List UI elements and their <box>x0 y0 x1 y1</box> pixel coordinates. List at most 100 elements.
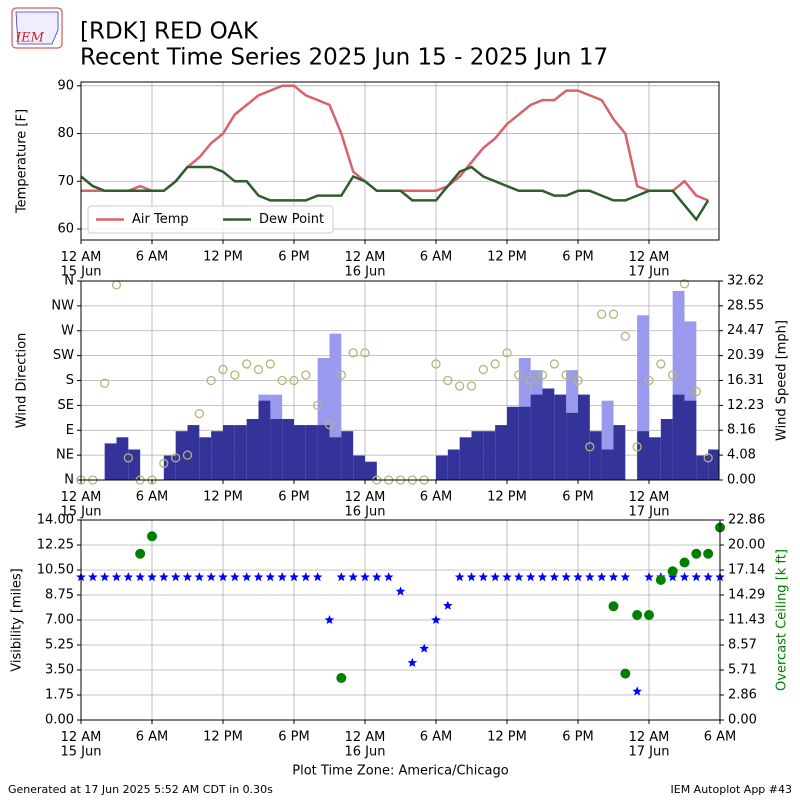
y-tick-label: NE <box>56 448 74 463</box>
point <box>194 572 205 582</box>
bar <box>708 449 719 480</box>
point <box>679 557 690 568</box>
bar <box>270 418 283 480</box>
point <box>443 600 453 610</box>
point <box>644 375 654 386</box>
bar <box>305 425 318 480</box>
bar <box>293 425 306 480</box>
y-tick-label: 1.75 <box>45 688 74 703</box>
x-tick-label: 6 AM <box>136 730 169 745</box>
point <box>561 370 571 380</box>
logo-text: IEM <box>15 31 45 46</box>
point <box>360 348 370 358</box>
x-tick-label: 6 AM <box>420 490 453 505</box>
bar <box>542 388 555 480</box>
point <box>703 453 713 463</box>
y2-tick-label: 8.16 <box>727 423 756 438</box>
point <box>419 643 429 653</box>
point <box>336 673 347 684</box>
x-tick-label: 6 PM <box>278 730 309 745</box>
bar <box>660 418 673 480</box>
bar <box>163 455 176 480</box>
y-tick-label: 70 <box>57 174 74 189</box>
bar <box>471 431 484 480</box>
y2-tick-label: 2.86 <box>728 687 757 702</box>
bar <box>601 449 614 480</box>
bar <box>211 431 223 480</box>
bar <box>353 455 365 480</box>
bar <box>506 406 519 480</box>
point <box>537 572 548 582</box>
x-tick-label: 12 PM <box>203 250 243 265</box>
logo-map <box>15 11 59 45</box>
bar <box>637 315 649 480</box>
y2-tick-label: 32.62 <box>727 274 764 289</box>
point <box>372 572 382 582</box>
point <box>608 601 619 612</box>
y-tick-label: 10.50 <box>37 563 74 578</box>
point <box>313 400 323 411</box>
x-tick-label: 6 AM <box>704 730 737 745</box>
x-axis-label: Plot Time Zone: America/Chicago <box>292 764 508 779</box>
point <box>703 572 713 582</box>
point <box>608 572 619 582</box>
point <box>241 572 252 582</box>
y-tick-label: 14.00 <box>37 513 74 528</box>
bar <box>554 394 567 480</box>
point <box>100 378 110 388</box>
point <box>585 572 595 582</box>
bar <box>566 412 578 480</box>
x-tick-label: 6 PM <box>278 490 309 505</box>
point <box>218 364 228 375</box>
point <box>182 450 193 460</box>
x-tick-label: 12 AM 17 Jun <box>628 490 669 519</box>
point <box>478 364 488 375</box>
point <box>312 572 323 582</box>
point <box>206 572 216 582</box>
bar <box>282 418 294 480</box>
y2-axis-label: Overcast Ceiling [k ft] <box>775 549 790 691</box>
y-tick-label: 3.50 <box>45 663 74 678</box>
point <box>502 348 512 358</box>
y2-tick-label: 28.55 <box>727 298 764 313</box>
point <box>620 331 630 341</box>
point <box>608 309 619 319</box>
bar <box>530 394 543 480</box>
bar <box>459 437 472 480</box>
y-tick-label: NW <box>51 298 74 313</box>
x-tick-label: 6 AM <box>420 730 453 745</box>
point <box>502 572 512 582</box>
x-tick-label: 12 AM 17 Jun <box>628 250 669 279</box>
point <box>277 572 287 582</box>
point <box>466 572 477 582</box>
y-tick-label: 7.00 <box>45 613 74 628</box>
point <box>348 572 358 582</box>
bar <box>684 400 697 480</box>
y-axis-label: Visibility [miles] <box>10 568 25 671</box>
point <box>561 572 571 582</box>
point <box>514 370 524 380</box>
y-tick-label: 12.25 <box>37 538 74 553</box>
y2-tick-label: 22.86 <box>728 513 765 528</box>
point <box>537 370 548 380</box>
point <box>253 364 264 375</box>
bar <box>128 449 141 480</box>
point <box>159 458 169 469</box>
x-tick-label: 6 PM <box>562 250 593 265</box>
point <box>668 370 678 380</box>
y2-tick-label: 11.43 <box>728 613 765 628</box>
y-tick-label: W <box>61 323 74 338</box>
x-tick-label: 12 AM 15 Jun <box>61 250 102 279</box>
point <box>596 572 607 582</box>
y-tick-label: N <box>64 274 74 289</box>
point <box>679 572 690 582</box>
x-tick-label: 6 PM <box>562 490 593 505</box>
x-tick-label: 12 PM <box>487 730 527 745</box>
x-tick-label: 6 PM <box>562 730 593 745</box>
point <box>443 375 453 386</box>
point <box>407 657 418 667</box>
y2-tick-label: 8.57 <box>728 638 757 653</box>
bar <box>435 455 448 480</box>
y-tick-label: 5.25 <box>45 638 74 653</box>
bar <box>637 431 649 480</box>
